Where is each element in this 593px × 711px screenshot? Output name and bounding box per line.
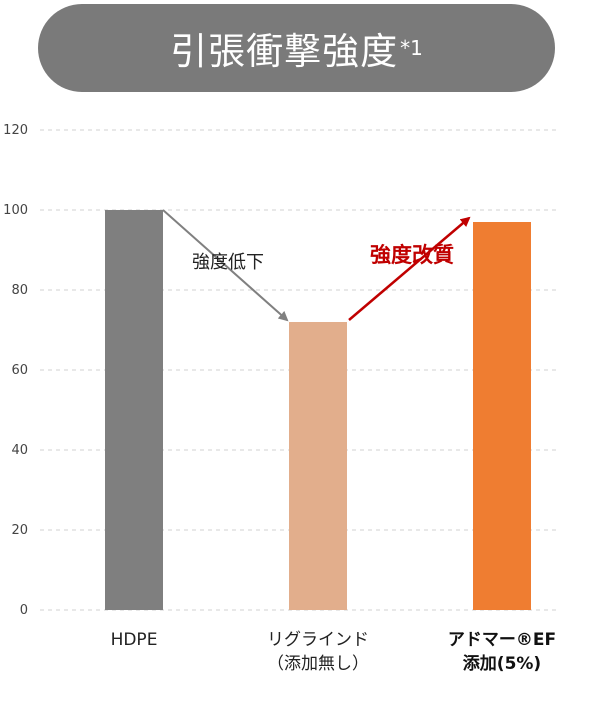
x-category-label: アドマー®EF: [448, 630, 556, 650]
y-tick-label: 60: [11, 363, 28, 378]
annotation-decrease-label: 強度低下: [192, 252, 264, 273]
chart-title: 引張衝撃強度: [170, 30, 399, 73]
bar: [289, 322, 347, 610]
decrease-arrow: [162, 209, 289, 322]
improvement-arrow: [348, 216, 471, 321]
x-category-label: 添加(5%): [463, 653, 541, 674]
bar: [473, 222, 531, 610]
y-tick-label: 80: [11, 283, 28, 298]
y-tick-label: 100: [3, 203, 28, 218]
bar: [105, 210, 163, 610]
y-tick-label: 40: [11, 443, 28, 458]
chart-title-banner: 引張衝撃強度 *1: [38, 4, 555, 92]
x-category-label: リグラインド: [267, 630, 369, 650]
annotation-improvement-label: 強度改質: [370, 243, 454, 267]
y-tick-label: 120: [3, 123, 28, 138]
x-category-label: （添加無し）: [267, 654, 369, 674]
chart-title-footnote-mark: *1: [400, 36, 423, 60]
y-tick-label: 0: [20, 603, 28, 618]
y-tick-label: 20: [11, 523, 28, 538]
x-category-label: HDPE: [111, 630, 158, 650]
